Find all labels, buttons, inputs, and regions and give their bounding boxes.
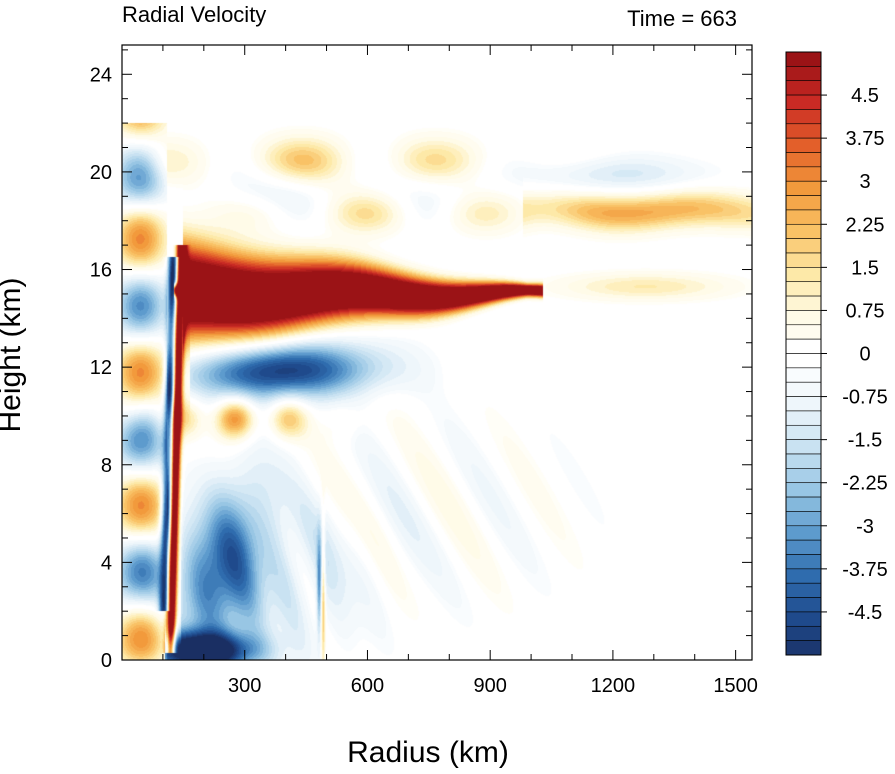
colorbar-tick-label: 2.25: [846, 214, 885, 236]
colorbar-swatch: [785, 295, 822, 311]
colorbar-tick-label: 1.5: [851, 257, 879, 279]
plot-frame: [121, 44, 753, 661]
colorbar-tick-label: 0.75: [846, 300, 885, 322]
y-tick-label: 12: [90, 357, 112, 379]
colorbar-tick-label: 3: [859, 171, 870, 193]
colorbar-swatch: [785, 439, 822, 455]
colorbar-tick-label: -1.5: [848, 430, 882, 452]
colorbar-swatch: [785, 195, 822, 211]
x-axis-label: Radius (km): [347, 736, 509, 769]
colorbar-swatch: [785, 94, 822, 110]
colorbar-swatch: [785, 482, 822, 498]
x-tick-label: 900: [473, 675, 506, 697]
colorbar-swatch: [785, 597, 822, 613]
colorbar-swatch: [785, 223, 822, 239]
colorbar: [785, 51, 822, 656]
colorbar-tick-label: -3: [856, 516, 874, 538]
colorbar-swatch: [785, 468, 822, 484]
colorbar-swatch: [785, 238, 822, 254]
colorbar-swatch: [785, 51, 822, 67]
colorbar-swatch: [785, 152, 822, 168]
colorbar-swatch: [785, 281, 822, 297]
colorbar-swatch: [785, 381, 822, 397]
colorbar-swatch: [785, 611, 822, 627]
colorbar-swatch: [785, 554, 822, 570]
colorbar-swatch: [785, 525, 822, 541]
chart-title-right: Time = 663: [627, 6, 737, 31]
x-tick-label: 1500: [713, 675, 758, 697]
colorbar-swatch: [785, 180, 822, 196]
colorbar-swatch: [785, 511, 822, 527]
colorbar-swatch: [785, 80, 822, 96]
colorbar-swatch: [785, 353, 822, 369]
colorbar-swatch: [785, 109, 822, 125]
colorbar-swatch: [785, 568, 822, 584]
y-tick-label: 8: [101, 455, 112, 477]
x-axis: 300 600 900 1200 1500: [162, 45, 758, 697]
y-tick-label: 4: [101, 552, 112, 574]
colorbar-tick-label: 3.75: [846, 128, 885, 150]
colorbar-swatch: [785, 453, 822, 469]
colorbar-swatch: [785, 252, 822, 268]
heatmap-image: [122, 45, 752, 660]
y-tick-label: 24: [90, 64, 112, 86]
colorbar-swatch: [785, 367, 822, 383]
x-tick-label: 300: [228, 675, 261, 697]
colorbar-swatch: [785, 539, 822, 555]
colorbar-swatch: [785, 66, 822, 82]
colorbar-swatch: [785, 310, 822, 326]
y-tick-label: 20: [90, 162, 112, 184]
colorbar-swatch: [785, 496, 822, 512]
colorbar-swatch: [785, 123, 822, 139]
chart-title-left: Radial Velocity: [122, 2, 266, 27]
colorbar-tick-label: -4.5: [848, 602, 882, 624]
colorbar-swatch: [785, 625, 822, 641]
colorbar-swatch: [785, 209, 822, 225]
y-axis-label: Height (km): [0, 277, 27, 432]
colorbar-swatch: [785, 410, 822, 426]
colorbar-labels: 4.5 3.75 3 2.25 1.5 0.75 0 -0.75 -1.5 -2.25 -3 -3.7…: [821, 85, 888, 624]
heatmap-field: [122, 45, 752, 660]
colorbar-swatch: [785, 396, 822, 412]
colorbar-tick-label: -0.75: [842, 387, 888, 409]
colorbar-tick-label: -3.75: [842, 559, 888, 581]
colorbar-tick-label: 4.5: [851, 85, 879, 107]
y-axis: 0 4 8 12 16 20 24: [90, 49, 752, 672]
colorbar-swatch: [785, 338, 822, 354]
x-tick-label: 600: [351, 675, 384, 697]
colorbar-swatch: [785, 582, 822, 598]
x-tick-label: 1200: [591, 675, 636, 697]
colorbar-swatch: [785, 166, 822, 182]
colorbar-swatch: [785, 267, 822, 283]
y-tick-label: 0: [101, 650, 112, 672]
colorbar-tick-label: 0: [859, 344, 870, 366]
y-tick-label: 16: [90, 260, 112, 282]
colorbar-swatch: [785, 424, 822, 440]
colorbar-tick-label: -2.25: [842, 473, 888, 495]
colorbar-swatch: [785, 137, 822, 153]
colorbar-swatch: [785, 640, 822, 656]
colorbar-swatch: [785, 324, 822, 340]
